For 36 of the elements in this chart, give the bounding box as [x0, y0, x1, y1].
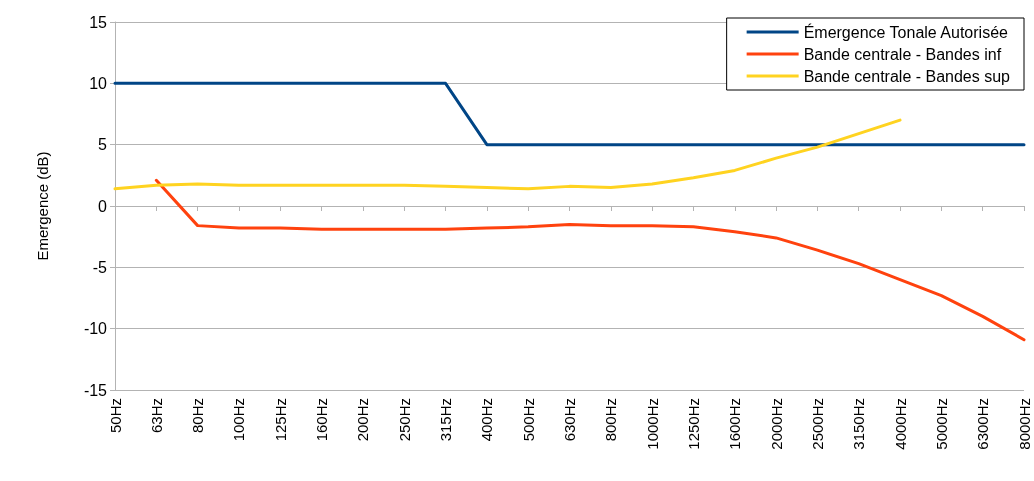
y-tick-label: 10 [89, 74, 108, 92]
legend-label: Bande centrale - Bandes sup [803, 67, 1011, 85]
legend-label: Bande centrale - Bandes inf [803, 45, 1002, 63]
y-axis-title: Emergence (dB) [34, 151, 51, 261]
y-tick-label: -10 [83, 320, 108, 338]
x-tick-label: 80Hz [189, 398, 207, 434]
x-tick-label: 125Hz [271, 398, 289, 442]
x-tick-label: 200Hz [354, 398, 372, 442]
x-tick-label: 1600Hz [726, 398, 744, 450]
y-tick-label: -5 [92, 258, 108, 276]
x-tick-label: 50Hz [106, 398, 124, 434]
x-tick-label: 160Hz [313, 398, 331, 442]
x-tick-label: 5000Hz [932, 398, 950, 450]
x-tick-label: 630Hz [561, 398, 578, 442]
x-tick-label: 2500Hz [808, 398, 826, 450]
x-tick-label: 6300Hz [974, 398, 992, 450]
x-tick-label: 800Hz [602, 398, 620, 442]
x-tick-label: 1250Hz [684, 398, 702, 450]
x-tick-label: 400Hz [478, 398, 496, 442]
x-tick-label: 2000Hz [767, 398, 785, 450]
x-tick-label: 3150Hz [850, 398, 868, 450]
x-tick-label: 1000Hz [643, 398, 661, 450]
x-tick-label: 250Hz [395, 398, 413, 442]
x-tick-label: 500Hz [519, 398, 537, 442]
y-tick-label: 5 [98, 136, 108, 154]
x-tick-label: 100Hz [230, 398, 248, 442]
x-tick-label: 63Hz [147, 398, 165, 434]
x-tick-label: 4000Hz [891, 398, 909, 450]
y-tick-label: 0 [98, 197, 108, 215]
line-series [113, 118, 902, 191]
y-tick-label: 15 [89, 13, 108, 31]
legend-label: Émergence Tonale Autorisée [803, 22, 1009, 41]
y-tick-label: -15 [83, 381, 108, 399]
x-tick-label: 315Hz [437, 398, 455, 442]
line-series [154, 178, 1026, 342]
x-tick-label: 8000Hz [1015, 398, 1033, 450]
